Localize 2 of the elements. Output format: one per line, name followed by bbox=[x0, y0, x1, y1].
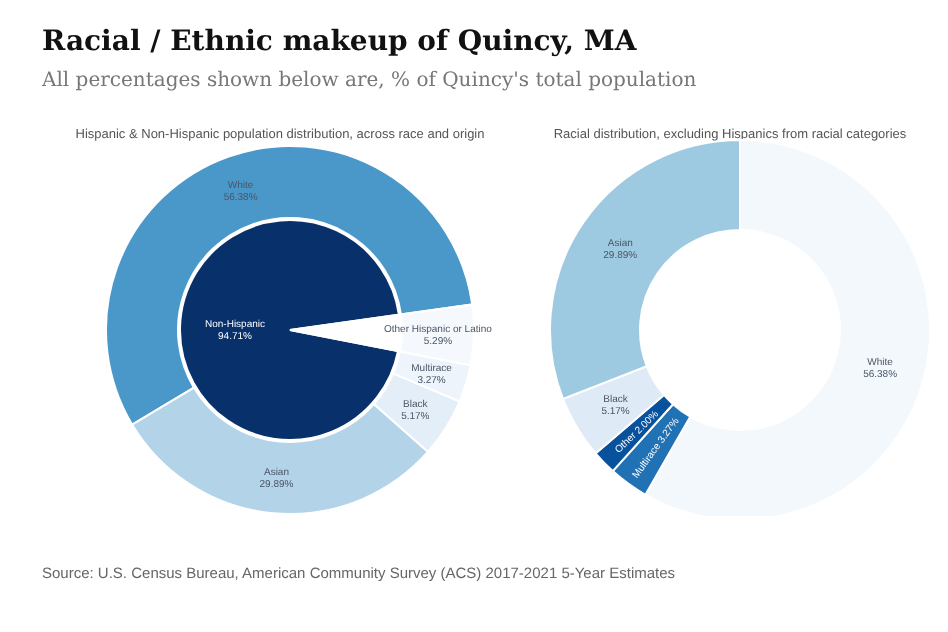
text: All percentages shown below are, % of Quincy's total population bbox=[42, 70, 697, 92]
text: Racial / Ethnic makeup of Quincy, MA bbox=[42, 26, 637, 58]
